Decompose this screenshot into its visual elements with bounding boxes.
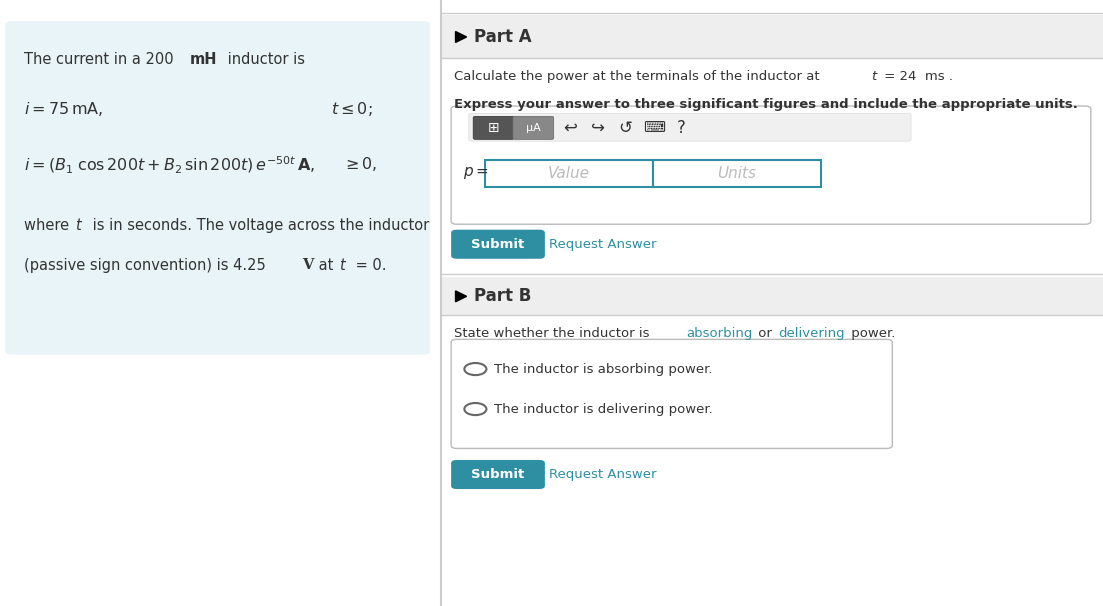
Text: ↩: ↩ bbox=[564, 119, 577, 137]
Text: = 24  ms .: = 24 ms . bbox=[880, 70, 953, 82]
Text: (passive sign convention) is 4.25: (passive sign convention) is 4.25 bbox=[24, 258, 270, 273]
Text: Calculate the power at the terminals of the inductor at: Calculate the power at the terminals of … bbox=[454, 70, 824, 82]
Text: Units: Units bbox=[717, 166, 757, 181]
Text: absorbing: absorbing bbox=[686, 327, 752, 340]
Text: or: or bbox=[754, 327, 777, 340]
Text: ⊞: ⊞ bbox=[488, 121, 500, 135]
FancyBboxPatch shape bbox=[441, 15, 1103, 58]
Text: Express your answer to three significant figures and include the appropriate uni: Express your answer to three significant… bbox=[454, 98, 1079, 111]
Text: Part A: Part A bbox=[474, 28, 532, 46]
Text: The inductor is delivering power.: The inductor is delivering power. bbox=[494, 402, 713, 416]
Text: where: where bbox=[24, 218, 74, 233]
Text: t: t bbox=[871, 70, 877, 82]
FancyBboxPatch shape bbox=[451, 230, 545, 259]
Text: inductor is: inductor is bbox=[223, 52, 304, 67]
Text: Part B: Part B bbox=[474, 287, 532, 305]
Text: is in seconds. The voltage across the inductor: is in seconds. The voltage across the in… bbox=[88, 218, 429, 233]
Text: delivering: delivering bbox=[779, 327, 845, 340]
Text: $i = (B_1\;\cos 200t + B_2\,\sin 200t)\,e^{-50t}\,\mathbf{A},$: $i = (B_1\;\cos 200t + B_2\,\sin 200t)\,… bbox=[24, 155, 315, 176]
Text: mH: mH bbox=[190, 52, 217, 67]
Text: The current in a 200: The current in a 200 bbox=[24, 52, 179, 67]
FancyBboxPatch shape bbox=[441, 277, 1103, 315]
Text: ↺: ↺ bbox=[619, 119, 632, 137]
Text: $\geq 0,$: $\geq 0,$ bbox=[342, 155, 377, 173]
Text: ⌨: ⌨ bbox=[643, 121, 665, 135]
Text: power.: power. bbox=[847, 327, 896, 340]
Text: $p =$: $p =$ bbox=[463, 165, 489, 181]
Text: $i = 75\,\mathrm{mA},$: $i = 75\,\mathrm{mA},$ bbox=[24, 100, 104, 118]
FancyBboxPatch shape bbox=[473, 116, 514, 139]
Text: = 0.: = 0. bbox=[351, 258, 386, 273]
FancyBboxPatch shape bbox=[513, 116, 554, 139]
FancyBboxPatch shape bbox=[451, 339, 892, 448]
Text: t: t bbox=[339, 258, 344, 273]
Text: Value: Value bbox=[548, 166, 590, 181]
FancyBboxPatch shape bbox=[469, 113, 911, 141]
Text: State whether the inductor is: State whether the inductor is bbox=[454, 327, 654, 340]
Text: Submit: Submit bbox=[471, 238, 525, 251]
Text: ?: ? bbox=[677, 119, 686, 137]
FancyBboxPatch shape bbox=[653, 160, 821, 187]
Text: at: at bbox=[314, 258, 339, 273]
Text: μA: μA bbox=[526, 123, 540, 133]
FancyBboxPatch shape bbox=[485, 160, 653, 187]
Text: V: V bbox=[302, 258, 313, 271]
Text: The inductor is absorbing power.: The inductor is absorbing power. bbox=[494, 362, 713, 376]
Polygon shape bbox=[456, 32, 467, 42]
FancyBboxPatch shape bbox=[451, 460, 545, 489]
Polygon shape bbox=[456, 291, 467, 302]
FancyBboxPatch shape bbox=[6, 21, 430, 355]
Text: t: t bbox=[75, 218, 81, 233]
Text: ↪: ↪ bbox=[591, 119, 604, 137]
Text: Request Answer: Request Answer bbox=[549, 238, 656, 251]
Text: Submit: Submit bbox=[471, 468, 525, 481]
Text: $t \leq 0;$: $t \leq 0;$ bbox=[331, 100, 373, 118]
FancyBboxPatch shape bbox=[451, 106, 1091, 224]
Text: Request Answer: Request Answer bbox=[549, 468, 656, 481]
